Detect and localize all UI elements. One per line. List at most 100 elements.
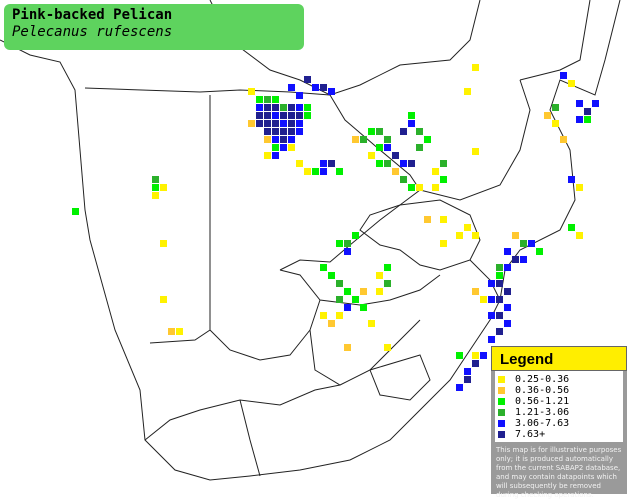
occurrence-grid-cells [72, 64, 599, 391]
grid-cell [416, 128, 423, 135]
grid-cell [384, 136, 391, 143]
grid-cell [464, 368, 471, 375]
grid-cell [352, 296, 359, 303]
grid-cell [472, 360, 479, 367]
grid-cell [568, 80, 575, 87]
legend-disclaimer: This map is for illustrative purposes on… [496, 446, 622, 499]
grid-cell [560, 136, 567, 143]
grid-cell [264, 128, 271, 135]
grid-cell [472, 232, 479, 239]
grid-cell [344, 304, 351, 311]
grid-cell [72, 208, 79, 215]
grid-cell [296, 120, 303, 127]
grid-cell [480, 296, 487, 303]
grid-cell [288, 112, 295, 119]
grid-cell [320, 160, 327, 167]
border-province-5 [209, 329, 311, 361]
grid-cell [520, 240, 527, 247]
grid-cell [472, 148, 479, 155]
legend-item: 0.36-0.56 [498, 385, 623, 396]
grid-cell [408, 184, 415, 191]
grid-cell [568, 176, 575, 183]
grid-cell [288, 144, 295, 151]
grid-cell [416, 184, 423, 191]
grid-cell [512, 232, 519, 239]
grid-cell [488, 336, 495, 343]
grid-cell [432, 168, 439, 175]
grid-cell [456, 352, 463, 359]
grid-cell [256, 120, 263, 127]
grid-cell [280, 112, 287, 119]
coastline [0, 0, 621, 481]
border-province-1 [359, 199, 481, 271]
grid-cell [488, 280, 495, 287]
grid-cell [496, 296, 503, 303]
grid-cell [160, 240, 167, 247]
grid-cell [456, 384, 463, 391]
grid-cell [288, 136, 295, 143]
grid-cell [336, 240, 343, 247]
grid-cell [152, 192, 159, 199]
grid-cell [160, 184, 167, 191]
map-legend: Legend 0.25-0.36 0.36-0.56 0.56-1.21 1.2… [491, 346, 627, 499]
grid-cell [416, 144, 423, 151]
grid-cell [504, 320, 511, 327]
grid-cell [344, 248, 351, 255]
grid-cell [432, 184, 439, 191]
grid-cell [496, 280, 503, 287]
grid-cell [536, 248, 543, 255]
grid-cell [328, 320, 335, 327]
grid-cell [352, 136, 359, 143]
grid-cell [544, 112, 551, 119]
grid-cell [256, 96, 263, 103]
species-common-name: Pink-backed Pelican [12, 7, 173, 23]
grid-cell [440, 216, 447, 223]
border-zimbabwe [419, 79, 531, 201]
grid-cell [264, 96, 271, 103]
grid-cell [496, 328, 503, 335]
grid-cell [152, 176, 159, 183]
grid-cell [400, 160, 407, 167]
grid-cell [336, 280, 343, 287]
legend-item: 7.63+ [498, 429, 623, 440]
grid-cell [296, 112, 303, 119]
grid-cell [576, 100, 583, 107]
grid-cell [256, 112, 263, 119]
grid-cell [304, 112, 311, 119]
grid-cell [280, 128, 287, 135]
grid-cell [288, 128, 295, 135]
grid-cell [304, 76, 311, 83]
grid-cell [312, 168, 319, 175]
grid-cell [408, 160, 415, 167]
grid-cell [496, 264, 503, 271]
grid-cell [320, 168, 327, 175]
grid-cell [272, 96, 279, 103]
grid-cell [376, 272, 383, 279]
grid-cell [384, 280, 391, 287]
grid-cell [584, 116, 591, 123]
grid-cell [512, 256, 519, 263]
grid-cell [456, 232, 463, 239]
grid-cell [392, 168, 399, 175]
grid-cell [504, 304, 511, 311]
grid-cell [264, 112, 271, 119]
grid-cell [400, 176, 407, 183]
grid-cell [264, 136, 271, 143]
grid-cell [296, 128, 303, 135]
country-borders [0, 0, 621, 481]
grid-cell [160, 296, 167, 303]
grid-cell [376, 128, 383, 135]
species-title-box: Pink-backed Pelican Pelecanus rufescens [4, 4, 304, 50]
grid-cell [320, 84, 327, 91]
grid-cell [360, 304, 367, 311]
grid-cell [584, 108, 591, 115]
grid-cell [408, 120, 415, 127]
grid-cell [344, 288, 351, 295]
grid-cell [352, 232, 359, 239]
grid-cell [376, 160, 383, 167]
grid-cell [272, 136, 279, 143]
grid-cell [272, 144, 279, 151]
border-province-6 [144, 384, 341, 441]
border-mozambique [519, 0, 591, 81]
grid-cell [288, 84, 295, 91]
